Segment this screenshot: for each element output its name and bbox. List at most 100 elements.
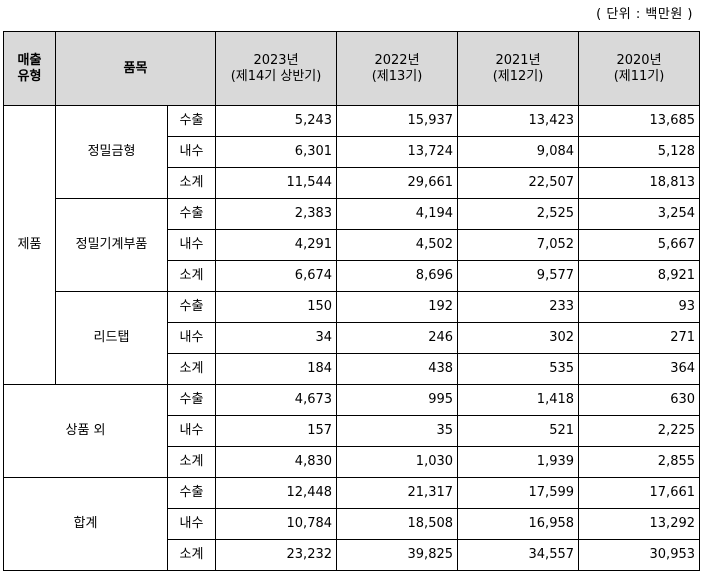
item-name: 리드탭: [55, 291, 168, 385]
cell-value: 8,921: [578, 260, 701, 292]
row-label: 수출: [166, 477, 217, 509]
table-row: 내수 6,301 13,724 9,084 5,128: [4, 136, 701, 168]
cell-value: 535: [457, 353, 580, 385]
row-label: 수출: [166, 291, 217, 323]
cell-value: 4,673: [215, 384, 338, 416]
header-year-2021: 2021년 (제12기): [457, 31, 580, 106]
cell-value: 157: [215, 415, 338, 447]
cell-value: 22,507: [457, 167, 580, 199]
table-row: 소계 6,674 8,696 9,577 8,921: [4, 260, 701, 292]
cell-value: 34,557: [457, 539, 580, 571]
cell-value: 4,291: [215, 229, 338, 261]
cell-value: 15,937: [336, 105, 459, 137]
cell-value: 21,317: [336, 477, 459, 509]
cell-value: 11,544: [215, 167, 338, 199]
header-item: 품목: [54, 31, 217, 106]
row-label: 소계: [166, 446, 217, 478]
cell-value: 23,232: [215, 539, 338, 571]
header-sales-type: 매출 유형: [3, 31, 56, 106]
item-name: 정밀기계부품: [55, 198, 168, 292]
row-label: 수출: [166, 384, 217, 416]
cell-value: 364: [578, 353, 701, 385]
cell-value: 39,825: [336, 539, 459, 571]
cell-value: 6,301: [215, 136, 338, 168]
group-type-products: 제품: [3, 105, 56, 385]
cell-value: 12,448: [215, 477, 338, 509]
cell-value: 3,254: [578, 198, 701, 230]
table-row: 내수 4,291 4,502 7,052 5,667: [4, 229, 701, 261]
row-label: 수출: [166, 105, 217, 137]
cell-value: 271: [578, 322, 701, 354]
cell-value: 4,830: [215, 446, 338, 478]
header-row: 매출 유형 품목 2023년 (제14기 상반기) 2022년 (제13기) 2…: [3, 31, 701, 106]
cell-value: 13,685: [578, 105, 701, 137]
cell-value: 17,661: [578, 477, 701, 509]
cell-value: 192: [336, 291, 459, 323]
row-label: 내수: [166, 508, 217, 540]
cell-value: 150: [215, 291, 338, 323]
cell-value: 4,502: [336, 229, 459, 261]
row-label: 내수: [166, 322, 217, 354]
cell-value: 246: [336, 322, 459, 354]
cell-value: 1,939: [457, 446, 580, 478]
row-label: 내수: [166, 415, 217, 447]
cell-value: 9,577: [457, 260, 580, 292]
cell-value: 233: [457, 291, 580, 323]
sales-table: 매출 유형 품목 2023년 (제14기 상반기) 2022년 (제13기) 2…: [3, 31, 701, 571]
table-row: 내수 34 246 302 271: [4, 322, 701, 354]
cell-value: 2,225: [578, 415, 701, 447]
row-label: 소계: [166, 539, 217, 571]
table-row: 상품 외 수출 4,673 995 1,418 630: [3, 384, 701, 478]
item-name: 정밀금형: [55, 105, 168, 199]
cell-value: 29,661: [336, 167, 459, 199]
cell-value: 5,243: [215, 105, 338, 137]
table-row: 소계 11,544 29,661 22,507 18,813: [4, 167, 701, 199]
cell-value: 93: [578, 291, 701, 323]
row-label: 소계: [166, 260, 217, 292]
table-row: 소계 23,232 39,825 34,557 30,953: [4, 539, 701, 571]
cell-value: 2,855: [578, 446, 701, 478]
cell-value: 13,724: [336, 136, 459, 168]
cell-value: 17,599: [457, 477, 580, 509]
cell-value: 18,508: [336, 508, 459, 540]
cell-value: 7,052: [457, 229, 580, 261]
table-row: 내수 10,784 18,508 16,958 13,292: [4, 508, 701, 540]
row-label: 소계: [166, 167, 217, 199]
header-year-2023: 2023년 (제14기 상반기): [215, 31, 338, 106]
cell-value: 630: [578, 384, 701, 416]
cell-value: 10,784: [215, 508, 338, 540]
table-row: 정밀기계부품 수출 2,383 4,194 2,525 3,254: [4, 198, 701, 292]
header-year-2022: 2022년 (제13기): [336, 31, 459, 106]
cell-value: 13,292: [578, 508, 701, 540]
table-row: 합계 수출 12,448 21,317 17,599 17,661: [3, 477, 701, 571]
cell-value: 5,667: [578, 229, 701, 261]
unit-note: ( 단위 : 백만원 ): [596, 7, 693, 22]
cell-value: 1,030: [336, 446, 459, 478]
row-label: 내수: [166, 136, 217, 168]
cell-value: 521: [457, 415, 580, 447]
cell-value: 2,525: [457, 198, 580, 230]
cell-value: 302: [457, 322, 580, 354]
table-row: 제품 정밀금형 수출 5,243 15,937 13,423 13,685: [3, 105, 701, 385]
cell-value: 2,383: [215, 198, 338, 230]
cell-value: 8,696: [336, 260, 459, 292]
cell-value: 30,953: [578, 539, 701, 571]
cell-value: 13,423: [457, 105, 580, 137]
cell-value: 6,674: [215, 260, 338, 292]
cell-value: 9,084: [457, 136, 580, 168]
group-type-total: 합계: [3, 477, 168, 571]
cell-value: 438: [336, 353, 459, 385]
group-type-merchandise: 상품 외: [3, 384, 168, 478]
cell-value: 35: [336, 415, 459, 447]
cell-value: 4,194: [336, 198, 459, 230]
cell-value: 18,813: [578, 167, 701, 199]
row-label: 소계: [166, 353, 217, 385]
cell-value: 1,418: [457, 384, 580, 416]
cell-value: 184: [215, 353, 338, 385]
cell-value: 5,128: [578, 136, 701, 168]
table-row: 리드탭 수출 150 192 233 93: [4, 291, 701, 385]
row-label: 내수: [166, 229, 217, 261]
cell-value: 995: [336, 384, 459, 416]
cell-value: 16,958: [457, 508, 580, 540]
cell-value: 34: [215, 322, 338, 354]
